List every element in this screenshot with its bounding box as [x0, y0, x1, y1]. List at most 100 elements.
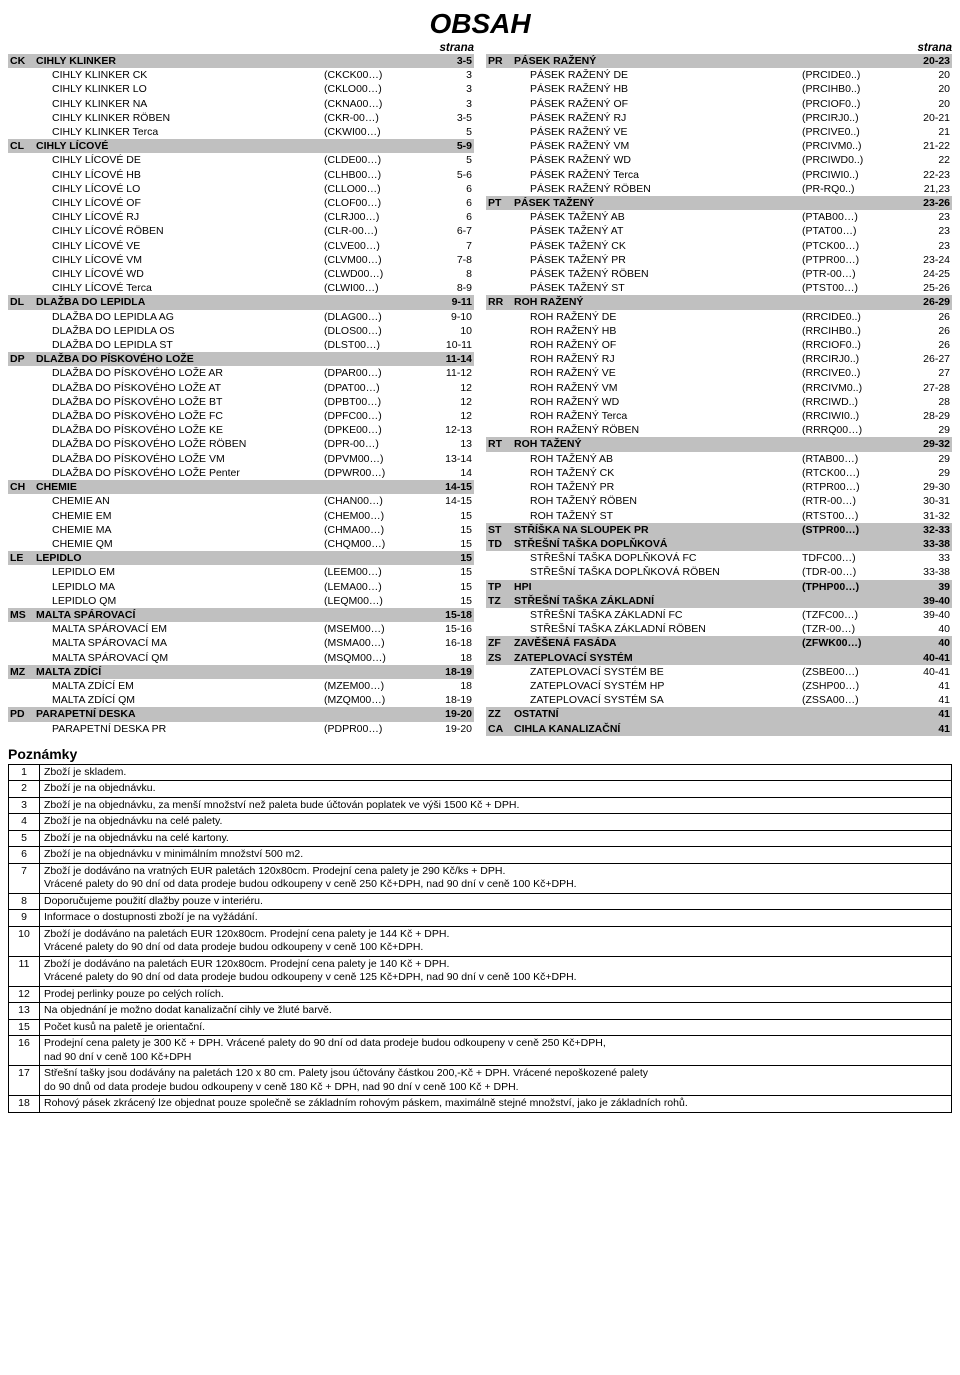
entry-ref: (RRCIWD..) — [800, 395, 904, 409]
note-row: 6Zboží je na objednávku v minimálním mno… — [9, 847, 952, 864]
item-row: MALTA SPÁROVACÍ QM(MSQM00…)18 — [8, 651, 474, 665]
item-row: PÁSEK RAŽENÝ RJ(PRCIRJ0..)20-21 — [486, 111, 952, 125]
entry-ref — [322, 551, 426, 565]
section-row: DLDLAŽBA DO LEPIDLA9-11 — [8, 295, 474, 309]
entry-name: CHEMIE — [34, 480, 322, 494]
section-code — [8, 537, 34, 551]
section-row: DPDLAŽBA DO PÍSKOVÉHO LOŽE11-14 — [8, 352, 474, 366]
section-code — [486, 182, 512, 196]
section-code — [8, 651, 34, 665]
note-text: Zboží je na objednávku na celé palety. — [40, 814, 952, 831]
note-number: 17 — [9, 1066, 40, 1096]
entry-name: ZATEPLOVACÍ SYSTÉM BE — [512, 665, 800, 679]
section-code — [486, 324, 512, 338]
entry-name: STŘEŠNÍ TAŠKA ZÁKLADNÍ RÖBEN — [512, 622, 800, 636]
entry-name: LEPIDLO — [34, 551, 322, 565]
entry-ref: (CKWI00…) — [322, 125, 426, 139]
entry-name: CIHLY KLINKER NA — [34, 97, 322, 111]
section-code: ZS — [486, 651, 512, 665]
item-row: CIHLY KLINKER LO(CKLO00…)3 — [8, 82, 474, 96]
entry-page: 15-16 — [426, 622, 474, 636]
entry-ref: (RRCIRJ0..) — [800, 352, 904, 366]
section-code — [486, 480, 512, 494]
item-row: PÁSEK RAŽENÝ WD(PRCIWD0..)22 — [486, 153, 952, 167]
entry-ref: (CLWI00…) — [322, 281, 426, 295]
section-row: PRPÁSEK RAŽENÝ20-23 — [486, 54, 952, 68]
item-row: DLAŽBA DO PÍSKOVÉHO LOŽE AT(DPAT00…)12 — [8, 381, 474, 395]
entry-page: 41 — [904, 722, 952, 736]
entry-ref: (DPR-00…) — [322, 437, 426, 451]
entry-page: 27-28 — [904, 381, 952, 395]
entry-page: 20 — [904, 97, 952, 111]
entry-ref: (CLLO00…) — [322, 182, 426, 196]
note-number: 4 — [9, 814, 40, 831]
section-code: TZ — [486, 594, 512, 608]
entry-ref: (PR-RQ0..) — [800, 182, 904, 196]
entry-page: 11-14 — [426, 352, 474, 366]
entry-name: PÁSEK TAŽENÝ AT — [512, 224, 800, 238]
entry-page: 3-5 — [426, 54, 474, 68]
entry-page: 41 — [904, 679, 952, 693]
section-code — [8, 68, 34, 82]
section-code: ST — [486, 523, 512, 537]
entry-page: 13 — [426, 437, 474, 451]
note-number: 1 — [9, 764, 40, 781]
entry-page: 14 — [426, 466, 474, 480]
entry-ref — [322, 608, 426, 622]
entry-page: 6 — [426, 210, 474, 224]
section-code: CA — [486, 722, 512, 736]
entry-ref: (RRRQ00…) — [800, 423, 904, 437]
entry-page: 15-18 — [426, 608, 474, 622]
entry-page: 15 — [426, 580, 474, 594]
section-code — [8, 466, 34, 480]
section-code — [8, 622, 34, 636]
entry-name: PÁSEK RAŽENÝ HB — [512, 82, 800, 96]
note-text: Střešní tašky jsou dodávány na paletách … — [40, 1066, 952, 1096]
note-row: 1Zboží je skladem. — [9, 764, 952, 781]
index-columns: strana CKCIHLY KLINKER3-5CIHLY KLINKER C… — [8, 42, 952, 736]
entry-page: 39 — [904, 580, 952, 594]
entry-page: 6 — [426, 182, 474, 196]
section-code — [8, 168, 34, 182]
item-row: CIHLY KLINKER RÖBEN(CKR-00…)3-5 — [8, 111, 474, 125]
note-row: 3Zboží je na objednávku, za menší množst… — [9, 797, 952, 814]
entry-ref: (CLRJ00…) — [322, 210, 426, 224]
section-code — [486, 381, 512, 395]
entry-ref: (DPFC00…) — [322, 409, 426, 423]
item-row: ZATEPLOVACÍ SYSTÉM BE(ZSBE00…)40-41 — [486, 665, 952, 679]
entry-page: 29-30 — [904, 480, 952, 494]
entry-name: PÁSEK TAŽENÝ — [512, 196, 800, 210]
entry-name: CIHLY KLINKER — [34, 54, 322, 68]
entry-page: 31-32 — [904, 509, 952, 523]
note-row: 15Počet kusů na paletě je orientační. — [9, 1019, 952, 1036]
section-code — [8, 523, 34, 537]
entry-page: 28-29 — [904, 409, 952, 423]
entry-name: ROH TAŽENÝ PR — [512, 480, 800, 494]
entry-page: 29 — [904, 452, 952, 466]
entry-ref: (RRCIDE0..) — [800, 310, 904, 324]
entry-ref: (RTCK00…) — [800, 466, 904, 480]
item-row: ROH RAŽENÝ RÖBEN(RRRQ00…)29 — [486, 423, 952, 437]
entry-page: 20-23 — [904, 54, 952, 68]
section-code — [486, 452, 512, 466]
entry-page: 33-38 — [904, 565, 952, 579]
entry-ref: TDFC00…) — [800, 551, 904, 565]
entry-page: 41 — [904, 707, 952, 721]
section-code — [486, 509, 512, 523]
entry-page: 15 — [426, 509, 474, 523]
entry-name: ZAVĚŠENÁ FASÁDA — [512, 636, 800, 650]
item-row: ROH TAŽENÝ AB(RTAB00…)29 — [486, 452, 952, 466]
entry-ref: (DPVM00…) — [322, 452, 426, 466]
item-row: CIHLY LÍCOVÉ VE(CLVE00…)7 — [8, 239, 474, 253]
section-code: PT — [486, 196, 512, 210]
note-row: 11Zboží je dodáváno na paletách EUR 120x… — [9, 956, 952, 986]
note-number: 18 — [9, 1096, 40, 1113]
item-row: CIHLY LÍCOVÉ OF(CLOF00…)6 — [8, 196, 474, 210]
section-code — [8, 437, 34, 451]
section-code — [486, 111, 512, 125]
entry-name: ROH RAŽENÝ RÖBEN — [512, 423, 800, 437]
entry-page: 19-20 — [426, 707, 474, 721]
entry-page: 20 — [904, 82, 952, 96]
entry-ref — [800, 537, 904, 551]
entry-name: STŘEŠNÍ TAŠKA DOPLŇKOVÁ — [512, 537, 800, 551]
